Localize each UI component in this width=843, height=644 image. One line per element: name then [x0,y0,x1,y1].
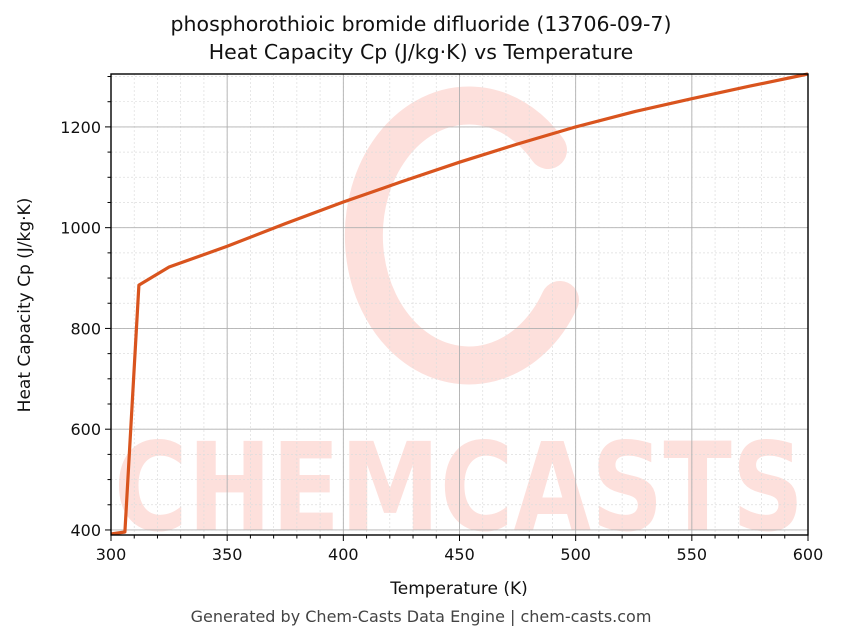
y-axis-label: Heat Capacity Cp (J/kg·K) [15,198,35,413]
svg-text:400: 400 [328,545,359,564]
svg-text:350: 350 [212,545,243,564]
svg-text:1200: 1200 [60,118,101,137]
svg-text:300: 300 [96,545,127,564]
svg-text:550: 550 [677,545,708,564]
svg-text:1000: 1000 [60,219,101,238]
axis-ticks [105,76,809,541]
svg-text:500: 500 [560,545,591,564]
chart-title-line2: Heat Capacity Cp (J/kg·K) vs Temperature [208,40,634,64]
x-axis-label: Temperature (K) [389,579,528,599]
tick-labels: 300 350 400 450 500 550 600 400 600 800 1000 1200 [60,118,823,564]
cp-series-line [110,72,809,536]
svg-text:450: 450 [444,545,475,564]
svg-text:600: 600 [793,545,824,564]
svg-text:600: 600 [70,420,101,439]
footer-credit: Generated by Chem-Casts Data Engine | ch… [190,607,652,626]
watermark-logo: CHEMCASTS [114,86,804,559]
svg-text:400: 400 [70,521,101,540]
chart-title-line1: phosphorothioic bromide difluoride (1370… [170,12,672,36]
svg-text:800: 800 [70,319,101,338]
